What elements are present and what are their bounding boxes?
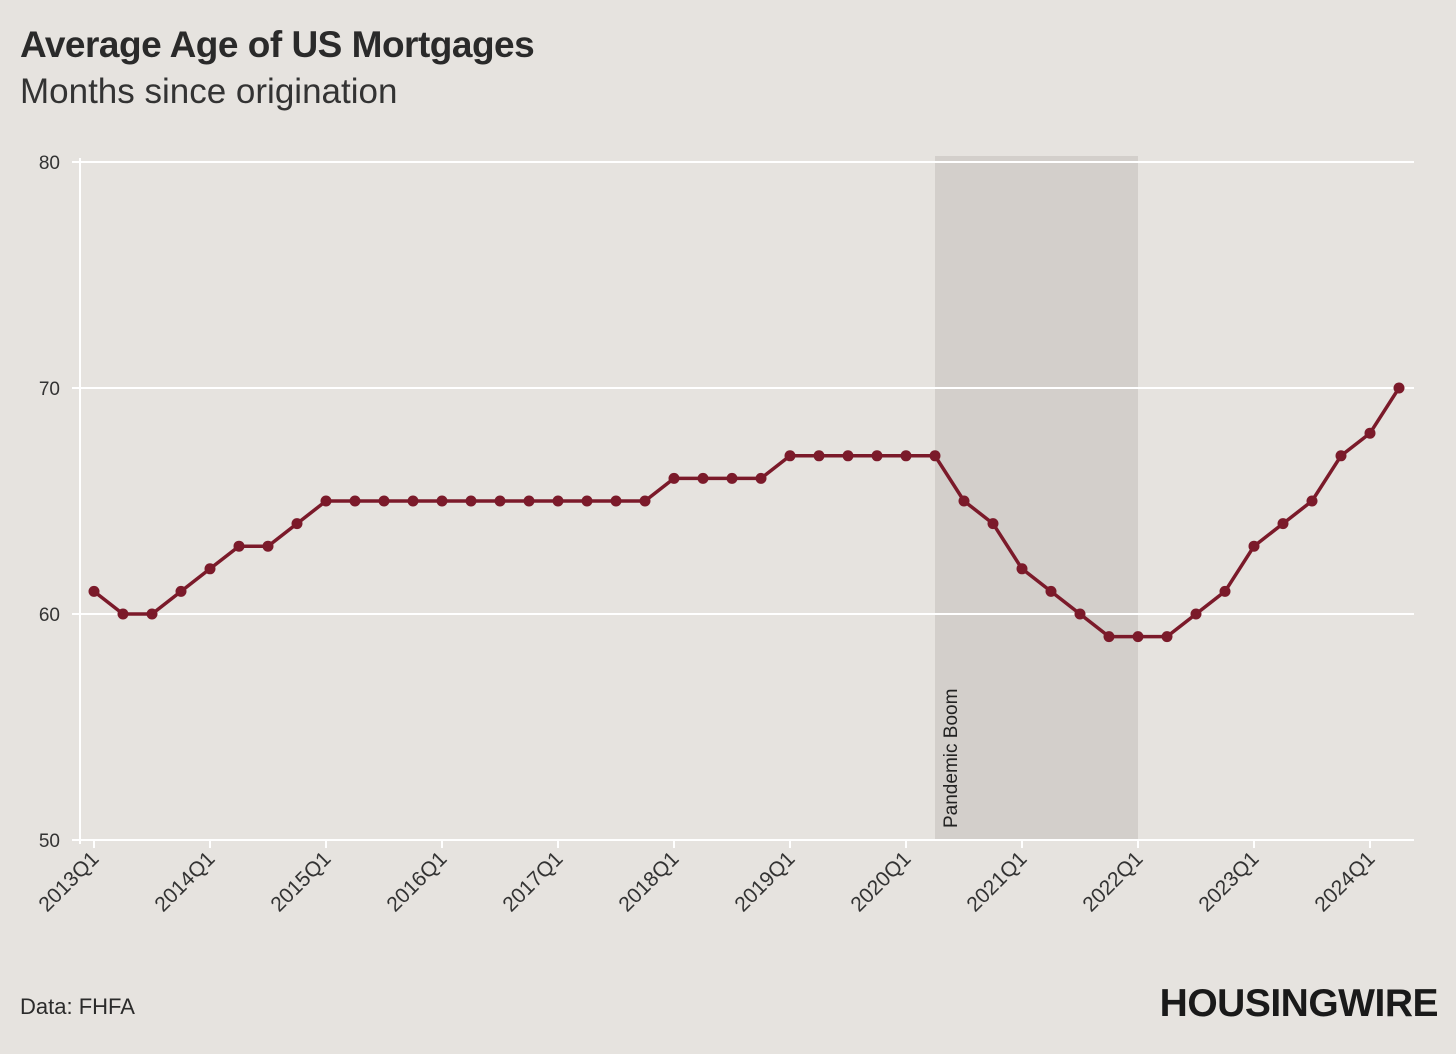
data-point [784, 450, 796, 462]
data-point [436, 495, 448, 507]
data-point [639, 495, 651, 507]
data-point [1045, 585, 1057, 597]
data-point [1219, 585, 1231, 597]
data-point [987, 518, 999, 530]
data-point [871, 450, 883, 462]
data-point [1335, 450, 1347, 462]
y-tick-label: 60 [39, 605, 60, 626]
data-point [1190, 608, 1202, 620]
data-point [117, 608, 129, 620]
x-tick-label: 2023Q1 [1194, 847, 1263, 916]
data-point [1393, 382, 1405, 394]
y-tick-label: 50 [39, 831, 60, 852]
x-tick-label: 2017Q1 [498, 847, 567, 916]
data-point [958, 495, 970, 507]
data-source: Data: FHFA [20, 994, 135, 1019]
data-point [291, 518, 303, 530]
data-point [1161, 631, 1173, 643]
x-tick-label: 2021Q1 [962, 847, 1031, 916]
x-tick-label: 2020Q1 [846, 847, 915, 916]
annotation-label: Pandemic Boom [941, 689, 962, 828]
data-point [1016, 563, 1028, 575]
data-point [378, 495, 390, 507]
chart-title: Average Age of US Mortgages [20, 24, 535, 65]
series-line [92, 386, 1401, 639]
data-point [175, 585, 187, 597]
data-point [1306, 495, 1318, 507]
data-point [552, 495, 564, 507]
data-point [900, 450, 912, 462]
data-point [726, 472, 738, 484]
data-point [697, 472, 709, 484]
data-point [1132, 631, 1144, 643]
data-point [1248, 540, 1260, 552]
data-point [1364, 427, 1376, 439]
data-point [494, 495, 506, 507]
data-point [204, 563, 216, 575]
data-point [755, 472, 767, 484]
data-point [929, 450, 941, 462]
data-point [610, 495, 622, 507]
y-tick-label: 70 [39, 379, 60, 400]
data-point [349, 495, 361, 507]
x-tick-label: 2022Q1 [1078, 847, 1147, 916]
x-tick-label: 2016Q1 [382, 847, 451, 916]
data-point [320, 495, 332, 507]
data-point [407, 495, 419, 507]
x-tick-label: 2024Q1 [1310, 847, 1379, 916]
housingwire-logo: HOUSINGWIRE [1159, 982, 1439, 1025]
pandemic-boom-region [935, 156, 1138, 840]
data-point [146, 608, 158, 620]
data-point [523, 495, 535, 507]
x-tick-label: 2018Q1 [614, 847, 683, 916]
data-point [262, 540, 274, 552]
data-point [233, 540, 245, 552]
chart-subtitle: Months since origination [20, 72, 398, 111]
data-point [813, 450, 825, 462]
data-point [668, 472, 680, 484]
x-tick-label: 2014Q1 [150, 847, 219, 916]
data-point [581, 495, 593, 507]
data-point [465, 495, 477, 507]
data-point [1277, 518, 1289, 530]
data-point [1074, 608, 1086, 620]
x-tick-label: 2019Q1 [730, 847, 799, 916]
x-tick-label: 2013Q1 [34, 847, 103, 916]
data-point [842, 450, 854, 462]
x-tick-label: 2015Q1 [266, 847, 335, 916]
y-tick-label: 80 [39, 153, 60, 174]
data-point [1103, 631, 1115, 643]
data-point [88, 585, 100, 597]
